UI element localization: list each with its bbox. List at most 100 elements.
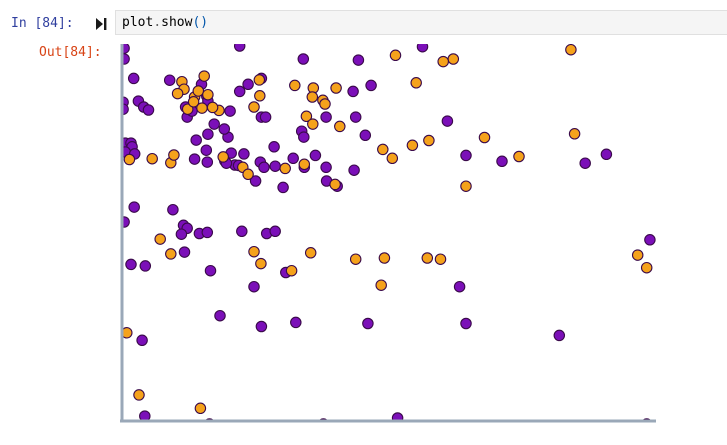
scatter-point-orange xyxy=(253,74,266,86)
scatter-point-orange xyxy=(306,91,319,103)
scatter-point-purple xyxy=(416,44,429,53)
scatter-point-orange xyxy=(206,101,219,114)
scatter-point-purple xyxy=(320,161,332,174)
scatter-point-purple xyxy=(352,54,365,66)
scatter-point-purple xyxy=(297,53,310,65)
code-input-cell[interactable]: plot.show() xyxy=(115,10,727,35)
scatter-point-orange xyxy=(568,128,581,140)
scatter-point-purple xyxy=(259,111,272,123)
scatter-point-orange xyxy=(279,162,291,175)
scatter-point-purple xyxy=(201,226,214,239)
scatter-point-purple xyxy=(242,78,254,91)
scatter-point-orange xyxy=(254,90,266,102)
scatter-point-purple xyxy=(233,44,246,52)
scatter-point-orange xyxy=(375,279,387,291)
scatter-point-purple xyxy=(258,161,270,174)
scatter-point-orange xyxy=(181,103,194,115)
scatter-point-orange xyxy=(192,85,205,97)
scatter-point-purple xyxy=(127,72,140,85)
scatter-point-orange xyxy=(437,55,449,68)
scatter-point-purple xyxy=(200,144,213,156)
scatter-point-orange xyxy=(146,152,158,165)
points-layer xyxy=(121,44,656,422)
scatter-point-purple xyxy=(175,228,188,240)
scatter-point-orange xyxy=(421,252,434,264)
scatter-point-purple xyxy=(163,74,176,86)
code-parens: () xyxy=(192,15,209,30)
scatter-point-orange xyxy=(565,44,577,56)
scatter-point-orange xyxy=(377,143,389,156)
scatter-point-purple xyxy=(320,111,332,123)
scatter-point-purple xyxy=(201,156,214,168)
scatter-point-orange xyxy=(330,82,342,94)
scatter-point-orange xyxy=(329,178,341,191)
scatter-point-orange xyxy=(423,134,435,147)
scatter-point-purple xyxy=(248,280,260,293)
scatter-point-purple xyxy=(121,216,130,228)
code-line: plot.show() xyxy=(122,15,208,31)
scatter-point-purple xyxy=(460,149,472,162)
scatter-point-purple xyxy=(453,280,466,293)
scatter-point-purple xyxy=(349,111,362,123)
scatter-point-purple xyxy=(460,317,472,330)
scatter-point-purple xyxy=(167,203,179,216)
scatter-point-orange xyxy=(386,152,399,165)
scatter-point-orange xyxy=(133,389,145,401)
scatter-point-orange xyxy=(248,245,260,258)
scatter-point-purple xyxy=(644,234,656,246)
scatter-point-orange xyxy=(631,249,644,261)
scatter-point-purple xyxy=(188,153,201,165)
scatter-point-purple xyxy=(347,85,359,98)
scatter-point-purple xyxy=(233,85,246,98)
scatter-point-orange xyxy=(513,150,525,163)
output-prompt: Out[84]: xyxy=(39,45,102,60)
scatter-point-orange xyxy=(349,253,362,265)
scatter-point-orange xyxy=(194,402,207,415)
scatter-point-purple xyxy=(236,225,248,238)
scatter-point-purple xyxy=(238,148,250,160)
scatter-point-orange xyxy=(285,264,298,277)
scatter-point-orange xyxy=(298,158,311,171)
scatter-point-orange xyxy=(434,253,447,265)
scatter-point-purple xyxy=(365,79,377,92)
scatter-point-purple xyxy=(204,264,217,277)
scatter-point-purple xyxy=(287,152,299,165)
scatter-point-purple xyxy=(255,320,268,333)
scatter-point-purple xyxy=(359,129,372,142)
scatter-point-orange xyxy=(202,88,214,101)
scatter-point-purple xyxy=(139,260,152,272)
output-area xyxy=(115,38,727,445)
scatter-point-purple xyxy=(496,155,508,168)
scatter-point-orange xyxy=(217,151,229,163)
scatter-point-orange xyxy=(460,180,472,192)
scatter-point-purple xyxy=(553,329,566,342)
scatter-point-orange xyxy=(289,79,301,92)
scatter-point-purple xyxy=(579,157,591,169)
scatter-point-orange xyxy=(168,149,180,161)
scatter-point-purple xyxy=(600,148,613,161)
scatter-point-orange xyxy=(242,168,254,181)
scatter-point-purple xyxy=(136,334,148,347)
scatter-point-purple xyxy=(218,123,231,135)
scatter-point-orange xyxy=(165,248,177,260)
scatter-point-purple xyxy=(121,44,130,54)
code-method: show xyxy=(161,15,193,30)
scatter-point-orange xyxy=(154,233,166,245)
scatter-point-purple xyxy=(142,104,155,116)
code-dot: . xyxy=(153,15,162,30)
scatter-plot xyxy=(120,44,656,423)
scatter-point-purple xyxy=(269,160,281,172)
scatter-point-purple xyxy=(348,164,360,176)
scatter-point-purple xyxy=(362,317,374,330)
scatter-point-orange xyxy=(319,98,331,110)
scatter-point-purple xyxy=(290,316,302,329)
scatter-point-orange xyxy=(478,131,491,144)
scatter-point-orange xyxy=(304,247,317,259)
scatter-point-orange xyxy=(300,110,313,123)
scatter-point-orange xyxy=(187,96,200,108)
scatter-point-purple xyxy=(202,128,214,140)
scatter-point-orange xyxy=(378,252,391,264)
scatter-point-purple xyxy=(249,175,262,187)
run-cell-icon[interactable] xyxy=(94,14,110,34)
